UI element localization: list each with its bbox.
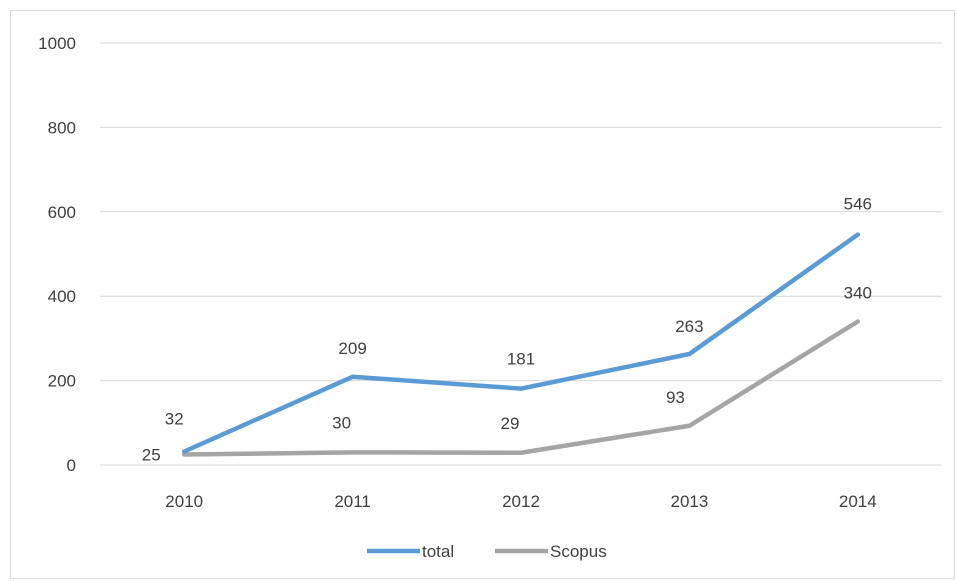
data-label-scopus: 93 (666, 388, 685, 407)
data-label-total: 181 (507, 350, 535, 369)
y-tick-label: 400 (48, 287, 76, 306)
x-tick-label: 2010 (165, 492, 203, 511)
x-tick-label: 2013 (670, 492, 708, 511)
y-tick-label: 600 (48, 203, 76, 222)
data-label-total: 32 (165, 409, 184, 428)
data-label-scopus: 25 (142, 445, 161, 464)
series-line-total (181, 232, 861, 454)
x-tick-label: 2014 (839, 492, 877, 511)
y-tick-label: 0 (67, 456, 76, 475)
legend-label-total: total (422, 542, 454, 561)
data-label-total: 263 (675, 317, 703, 336)
y-tick-label: 800 (48, 118, 76, 137)
legend-label-scopus: Scopus (550, 542, 607, 561)
x-tick-label: 2012 (502, 492, 540, 511)
x-tick-label: 2011 (334, 492, 371, 511)
series-line-scopus (181, 319, 861, 457)
chart-frame (10, 10, 955, 579)
data-label-scopus: 340 (844, 284, 872, 303)
y-tick-label: 200 (48, 372, 76, 391)
data-label-scopus: 30 (332, 413, 351, 432)
y-tick-label: 1000 (38, 34, 76, 53)
data-label-total: 546 (844, 195, 872, 214)
data-label-scopus: 29 (501, 414, 520, 433)
data-label-total: 209 (338, 339, 366, 358)
